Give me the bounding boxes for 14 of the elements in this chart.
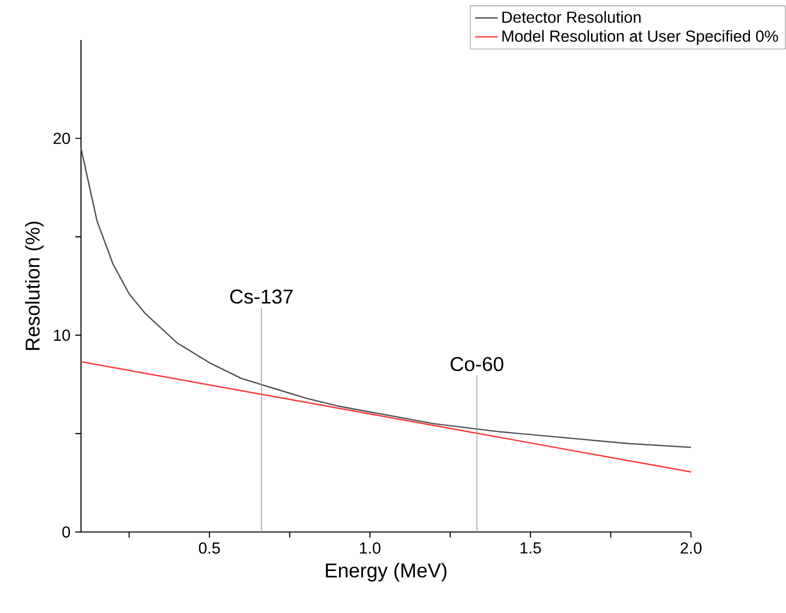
legend-label: Detector Resolution — [502, 11, 641, 23]
x-tick-label: 0.5 — [198, 542, 220, 554]
line-series — [80, 148, 692, 448]
ref-line-label: Cs-137 — [230, 290, 293, 304]
y-axis-title: Resolution (%) — [25, 222, 44, 350]
y-tick-label: 10 — [54, 330, 70, 341]
x-tick-label: 1.5 — [520, 542, 541, 554]
legend-label: Model Resolution at User Specified 0% — [502, 30, 778, 45]
x-tick-label: 1.0 — [360, 542, 380, 554]
ref-line-label: Co-60 — [450, 356, 504, 372]
y-tick-label: 0 — [62, 526, 70, 538]
y-tick-label: 20 — [54, 132, 70, 144]
x-axis-title: Energy (MeV) — [326, 562, 446, 582]
x-tick-label: 2.0 — [680, 542, 702, 554]
